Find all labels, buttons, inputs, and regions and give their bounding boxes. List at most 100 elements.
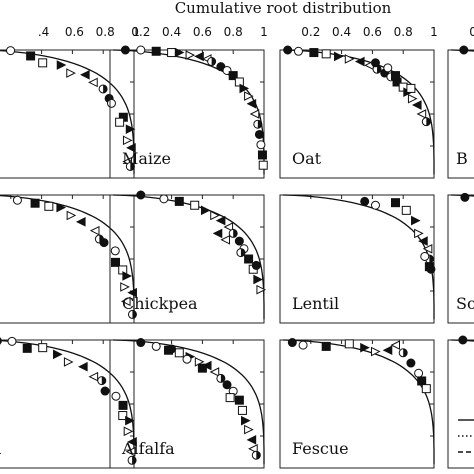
data-point — [420, 251, 430, 261]
panel-frame — [447, 49, 474, 179]
data-point — [360, 342, 370, 353]
data-point — [125, 124, 136, 134]
data-point — [182, 354, 192, 364]
data-point-half — [426, 117, 431, 126]
data-point — [424, 262, 434, 272]
data-point-half — [132, 310, 137, 319]
x-tick-label: 0.6 — [193, 25, 212, 39]
data-point — [248, 443, 258, 454]
data-point — [321, 341, 331, 351]
panel-frame — [447, 194, 474, 324]
x-tick-label: 0.6 — [363, 25, 382, 39]
panel-label: Oat — [292, 149, 322, 168]
panel-label: Alfalfa — [121, 439, 175, 458]
x-tick-label: 0.2 — [469, 25, 474, 39]
data-point — [120, 282, 130, 292]
data-point — [298, 340, 308, 350]
data-point — [283, 45, 293, 55]
data-point — [136, 338, 146, 348]
data-point — [411, 215, 421, 226]
panels: Maize Oat B Chickpea Lentil So a Alfalfa Fescue — [0, 45, 474, 469]
data-point — [151, 46, 161, 56]
data-point — [75, 217, 86, 227]
data-point — [194, 51, 204, 62]
x-axis-title: Cumulative root distribution — [175, 0, 392, 17]
data-point — [383, 63, 393, 73]
fitted-curve — [0, 339, 135, 465]
data-point — [56, 202, 67, 213]
data-point — [89, 225, 100, 236]
x-tick-label: 0.6 — [65, 25, 84, 39]
data-point — [390, 340, 400, 350]
panel-label: Lentil — [292, 294, 339, 313]
data-point — [309, 48, 319, 58]
data-point — [26, 51, 36, 61]
data-point — [228, 71, 238, 81]
data-point — [354, 56, 365, 67]
data-point — [417, 376, 427, 386]
data-point — [167, 48, 177, 58]
data-point — [293, 46, 303, 56]
panel-label: Chickpea — [122, 294, 198, 313]
data-point — [174, 348, 184, 358]
data-point — [125, 415, 135, 426]
data-point — [344, 339, 354, 349]
panel-label: Fescue — [292, 439, 349, 458]
data-point — [100, 386, 110, 396]
data-point — [30, 198, 40, 208]
data-point — [197, 363, 207, 373]
data-point — [321, 49, 331, 59]
data-point — [201, 360, 212, 371]
data-point — [246, 98, 257, 109]
data-point — [344, 54, 355, 64]
x-tick-label: 1 — [260, 25, 268, 39]
data-point — [370, 58, 380, 68]
data-point — [66, 210, 77, 221]
panel-lentil: Lentil — [279, 194, 436, 324]
data-point — [120, 45, 130, 55]
data-point — [414, 228, 424, 239]
fitted-curve — [113, 339, 265, 465]
data-point — [56, 60, 67, 70]
data-point — [254, 129, 264, 139]
data-point — [167, 344, 177, 354]
x-tick-label: 0.4 — [162, 25, 181, 39]
data-point — [459, 45, 469, 55]
data-point-half — [101, 376, 106, 385]
data-point — [249, 109, 260, 119]
data-point — [174, 47, 185, 58]
x-tick-label: 0.8 — [224, 25, 243, 39]
x-tick-label: 0.2 — [131, 25, 150, 39]
data-point — [125, 446, 136, 457]
data-point — [88, 371, 99, 382]
data-point — [127, 437, 137, 447]
data-point — [334, 51, 344, 62]
data-point — [53, 349, 63, 360]
data-point — [414, 368, 424, 378]
data-point — [110, 246, 120, 256]
x-tick-label: 0.8 — [394, 25, 413, 39]
panel-label: B — [456, 149, 468, 168]
data-point — [122, 271, 132, 281]
data-point — [123, 426, 134, 437]
panel-label: a — [0, 439, 2, 458]
data-point — [222, 380, 232, 390]
x-tick-label: 0.4 — [332, 25, 351, 39]
data-point-half — [211, 57, 216, 66]
data-point — [185, 50, 196, 60]
data-point — [256, 140, 266, 150]
panel-b: B — [447, 45, 474, 179]
data-point — [244, 254, 254, 264]
data-point — [422, 243, 433, 254]
data-point-half — [429, 255, 434, 263]
data-point — [136, 45, 146, 55]
panel-frame — [447, 339, 474, 469]
data-point — [223, 222, 234, 232]
data-point — [257, 150, 267, 160]
data-point-half — [240, 248, 245, 257]
fitted-curve — [451, 339, 474, 342]
data-point — [251, 260, 261, 270]
data-point — [458, 335, 468, 345]
panel-p1 — [0, 46, 136, 179]
